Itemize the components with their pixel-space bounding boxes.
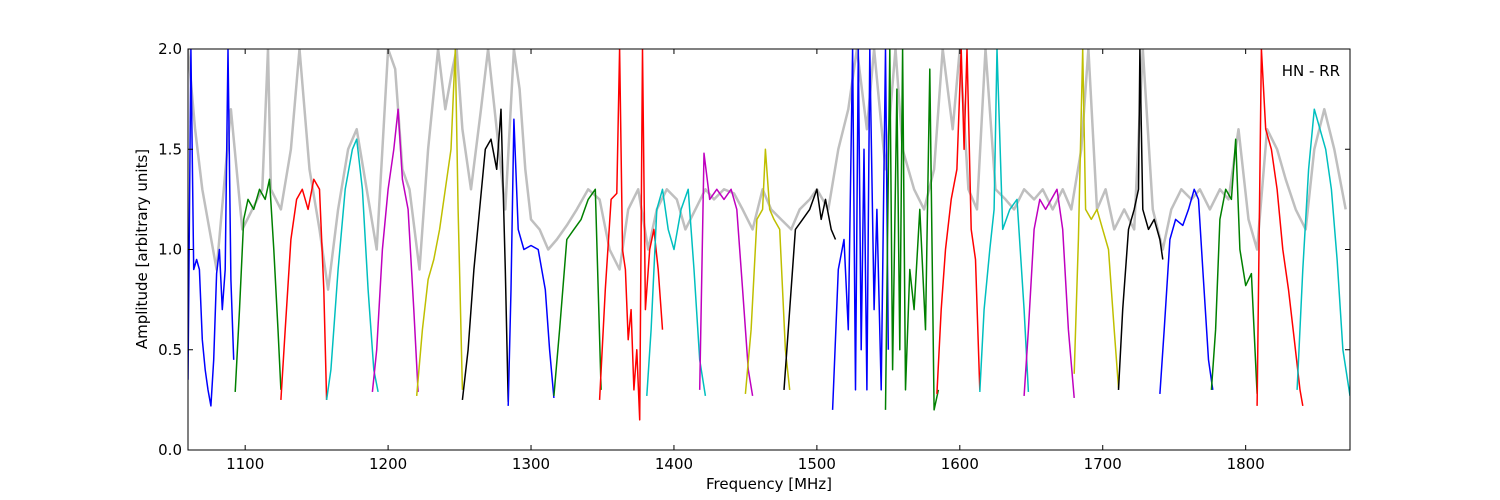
y-tick-label: 0.5 [158, 341, 182, 359]
series-line-21 [1117, 49, 1164, 390]
series-line-12 [698, 152, 754, 397]
series-line-20 [1073, 49, 1120, 388]
series-line-16 [884, 49, 940, 411]
x-tick-label: 1700 [1084, 455, 1122, 473]
series-line-3 [280, 178, 328, 400]
x-axis-title: Frequency [MHz] [706, 475, 832, 493]
y-axis-title: Amplitude [arbitrary units] [133, 149, 151, 349]
series-line-13 [744, 148, 791, 394]
x-axis: 1100 1200 1300 1400 1500 1600 1700 1800 [226, 49, 1265, 473]
x-tick-label: 1800 [1227, 455, 1265, 473]
series-line-15 [831, 49, 890, 410]
series-line-background [188, 49, 1347, 291]
x-tick-label: 1300 [512, 455, 550, 473]
series-line-9 [553, 188, 602, 396]
y-axis: 0.0 0.5 1.0 1.5 2.0 [158, 40, 1350, 459]
series-line-10 [598, 49, 664, 421]
y-tick-label: 1.5 [158, 140, 182, 158]
x-tick-label: 1500 [798, 455, 836, 473]
series-line-18 [979, 49, 1030, 392]
series-line-4 [325, 138, 379, 401]
plot-frame [187, 48, 1351, 451]
series-line-7 [461, 108, 509, 402]
series-line-24 [1256, 49, 1304, 407]
series-line-17 [936, 49, 981, 394]
series-line-8 [507, 118, 555, 406]
x-tick-label: 1200 [369, 455, 407, 473]
series-line-25 [1296, 108, 1350, 397]
y-tick-label: 0.0 [158, 441, 182, 459]
series-line-5 [371, 108, 419, 392]
series-line-11 [646, 188, 707, 397]
series-line-6 [415, 49, 464, 396]
plot-area [187, 48, 1351, 451]
x-tick-label: 1600 [941, 455, 979, 473]
series-lines [188, 49, 1350, 421]
series-line-2 [234, 178, 282, 392]
x-tick-label: 1400 [655, 455, 693, 473]
series-line-19 [1023, 188, 1075, 398]
x-tick-label: 1100 [226, 455, 264, 473]
y-tick-label: 2.0 [158, 40, 182, 58]
y-tick-label: 1.0 [158, 241, 182, 259]
series-line-1 [188, 49, 235, 407]
series-line-23 [1210, 138, 1258, 394]
series-line-14 [783, 188, 837, 390]
series-line-22 [1159, 188, 1214, 394]
panel-annotation: HN - RR [1282, 62, 1340, 80]
